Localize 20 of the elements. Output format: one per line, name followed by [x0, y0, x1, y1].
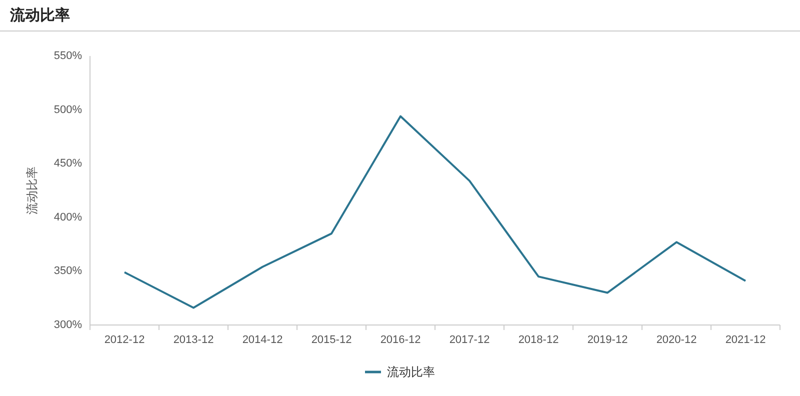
legend-label: 流动比率	[387, 365, 435, 380]
y-tick-label: 500%	[54, 104, 82, 116]
x-tick-label: 2013-12	[173, 334, 214, 346]
x-tick-label: 2021-12	[725, 334, 766, 346]
y-tick-label: 450%	[54, 158, 82, 170]
y-tick-label: 300%	[54, 319, 82, 331]
chart-title: 流动比率	[9, 6, 70, 24]
x-tick-label: 2018-12	[518, 334, 559, 346]
y-tick-label: 550%	[54, 50, 82, 62]
x-tick-label: 2019-12	[587, 334, 628, 346]
line-series	[124, 115, 746, 309]
x-tick-label: 2014-12	[242, 334, 283, 346]
x-tick-label: 2015-12	[311, 334, 352, 346]
x-tick-label: 2016-12	[380, 334, 421, 346]
x-tick-label: 2017-12	[449, 334, 490, 346]
y-tick-label: 400%	[54, 211, 82, 224]
x-tick-label: 2020-12	[656, 334, 697, 346]
y-axis-title: 流动比率	[25, 166, 39, 214]
x-tick-label: 2012-12	[104, 334, 145, 346]
y-tick-label: 350%	[54, 265, 82, 278]
